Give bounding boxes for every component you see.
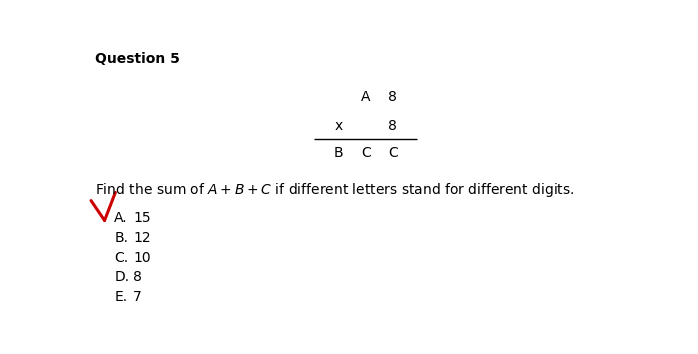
Text: A.: A. <box>114 211 128 225</box>
Text: Question 5: Question 5 <box>96 52 180 66</box>
Text: C: C <box>361 146 371 160</box>
Text: C.: C. <box>114 251 128 264</box>
Text: 8: 8 <box>389 90 397 104</box>
Text: 10: 10 <box>133 251 151 264</box>
Text: D.: D. <box>114 270 129 284</box>
Text: A: A <box>361 90 371 104</box>
Text: Find the sum of $\mathit{A} + \mathit{B} + \mathit{C}$ if different letters stan: Find the sum of $\mathit{A} + \mathit{B}… <box>96 181 575 199</box>
Text: 8: 8 <box>389 119 397 133</box>
Text: 15: 15 <box>133 211 151 225</box>
Text: B: B <box>334 146 343 160</box>
Text: 7: 7 <box>133 290 142 304</box>
Text: C: C <box>388 146 398 160</box>
Text: B.: B. <box>114 231 128 245</box>
Text: 8: 8 <box>133 270 142 284</box>
Text: x: x <box>334 119 343 133</box>
Text: E.: E. <box>114 290 128 304</box>
Text: 12: 12 <box>133 231 151 245</box>
